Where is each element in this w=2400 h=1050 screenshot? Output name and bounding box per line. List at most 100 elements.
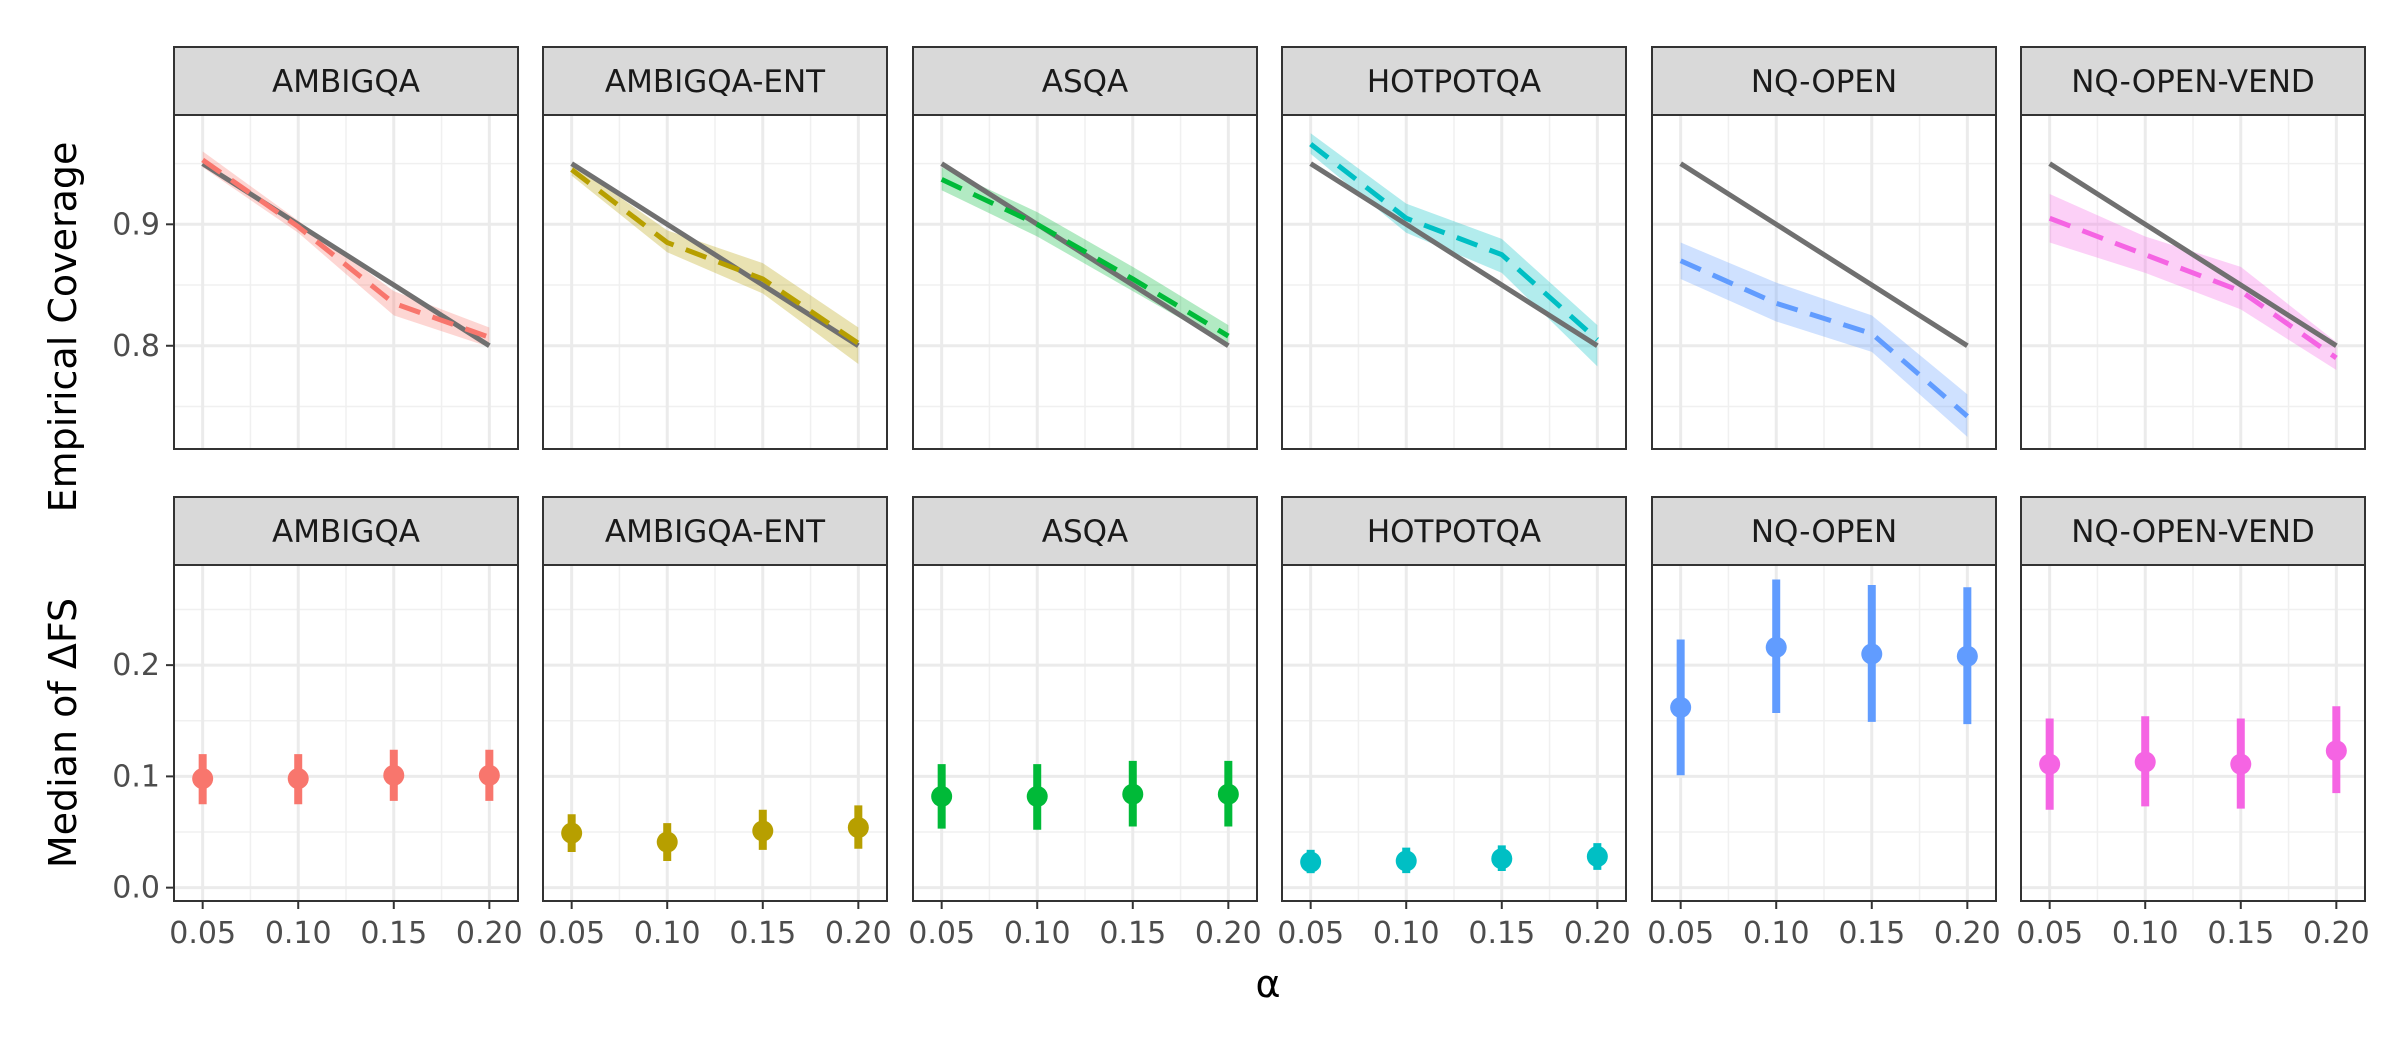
median-point	[287, 768, 309, 790]
median-point	[1956, 645, 1978, 667]
x-tick-label: 0.10	[1373, 916, 1440, 951]
x-tick-label: 0.20	[456, 916, 523, 951]
median-point	[752, 820, 774, 842]
median-point	[2134, 751, 2156, 773]
median-point	[1670, 696, 1692, 718]
delta-fs-panel-nq-open-vend: NQ-OPEN-VEND 0.05 0.10 0.15 0.20	[2016, 496, 2370, 951]
median-point	[478, 764, 500, 786]
x-tick-label: 0.10	[634, 916, 701, 951]
x-axis-title: α	[1255, 962, 1280, 1006]
x-tick-label: 0.15	[2207, 916, 2274, 951]
x-tick-label: 0.10	[1004, 916, 1071, 951]
reference-line	[1309, 161, 1599, 348]
coverage-line	[570, 167, 860, 346]
coverage-panel-nq-open-vend: NQ-OPEN-VEND	[2020, 46, 2366, 450]
coverage-panel-asqa: ASQA	[912, 46, 1258, 450]
median-point	[1217, 783, 1239, 805]
x-tick-label: 0.20	[1934, 916, 2001, 951]
facet-strip	[1281, 46, 1627, 116]
reference-line	[940, 161, 1230, 348]
x-tick-label: 0.10	[1743, 916, 1810, 951]
median-point	[847, 817, 869, 839]
delta-fs-panel-hotpotqa: HOTPOTQA 0.05 0.10 0.15 0.20	[1277, 496, 1631, 951]
delta-fs-panel-asqa: ASQA 0.05 0.10 0.15 0.20	[908, 496, 1262, 951]
facet-strip	[2020, 46, 2366, 116]
median-point	[1765, 636, 1787, 658]
median-point	[1586, 845, 1608, 867]
x-tick-label: 0.20	[1564, 916, 1631, 951]
x-tick-label: 0.05	[169, 916, 236, 951]
facet-label: NQ-OPEN-VEND	[2071, 64, 2315, 100]
reference-line	[2048, 161, 2338, 348]
median-point	[931, 785, 953, 807]
y-tick-label: 0.2	[112, 648, 160, 683]
facet-strip	[912, 46, 1258, 116]
reference-line	[201, 161, 491, 348]
y-tick-label: 0.8	[112, 329, 160, 364]
y-tick-label: 0.9	[112, 207, 160, 242]
median-point	[1395, 850, 1417, 872]
facet-label: AMBIGQA-ENT	[605, 514, 826, 550]
delta-fs-panel-ambigqa-ent: AMBIGQA-ENT 0.05 0.10 0.15 0.20	[538, 496, 892, 951]
facet-label: ASQA	[1042, 514, 1129, 550]
x-tick-label: 0.15	[1838, 916, 1905, 951]
coverage-line	[1309, 142, 1599, 342]
x-tick-label: 0.05	[1647, 916, 1714, 951]
coverage-line	[1679, 258, 1969, 419]
confidence-band	[571, 163, 859, 364]
x-tick-label: 0.15	[360, 916, 427, 951]
x-tick-label: 0.10	[2112, 916, 2179, 951]
median-point	[2039, 753, 2061, 775]
coverage-line	[2048, 215, 2338, 360]
facet-strip	[1651, 46, 1997, 116]
y-tick-label: 0.0	[112, 871, 160, 906]
median-point	[2325, 740, 2347, 762]
coverage-line	[940, 177, 1230, 339]
facet-label: NQ-OPEN-VEND	[2071, 514, 2315, 550]
facet-strip	[173, 46, 519, 116]
median-point	[1861, 643, 1883, 665]
x-tick-label: 0.20	[2303, 916, 2370, 951]
median-point	[656, 831, 678, 853]
median-point	[561, 822, 583, 844]
facet-label: AMBIGQA	[272, 64, 420, 100]
coverage-y-axis-title: Empirical Coverage	[41, 142, 85, 513]
median-point	[192, 768, 214, 790]
confidence-band	[1310, 133, 1598, 367]
x-tick-label: 0.20	[1195, 916, 1262, 951]
x-tick-label: 0.05	[2016, 916, 2083, 951]
facet-strip	[2020, 496, 2366, 566]
y-tick-label: 0.1	[112, 759, 160, 794]
facet-strip	[1281, 496, 1627, 566]
coverage-panel-ambigqa-ent: AMBIGQA-ENT	[542, 46, 888, 450]
facet-label: AMBIGQA-ENT	[605, 64, 826, 100]
x-tick-label: 0.15	[1468, 916, 1535, 951]
facet-label: NQ-OPEN	[1751, 514, 1897, 550]
reference-line	[1679, 161, 1969, 348]
median-point	[383, 764, 405, 786]
facet-strip	[912, 496, 1258, 566]
facet-strip	[542, 46, 888, 116]
facet-strip	[1651, 496, 1997, 566]
coverage-panel-ambigqa: AMBIGQA 0.8 0.9	[112, 46, 519, 450]
x-tick-label: 0.05	[538, 916, 605, 951]
reference-line	[570, 161, 860, 348]
coverage-panel-hotpotqa: HOTPOTQA	[1281, 46, 1627, 450]
facet-label: AMBIGQA	[272, 514, 420, 550]
facet-strip	[173, 496, 519, 566]
x-tick-label: 0.15	[729, 916, 796, 951]
x-tick-label: 0.15	[1099, 916, 1166, 951]
facet-label: HOTPOTQA	[1367, 514, 1541, 550]
x-tick-label: 0.20	[825, 916, 892, 951]
delta-fs-panel-ambigqa: AMBIGQA 0.0 0.1 0.2 0.05 0.10 0.15 0.20	[112, 496, 523, 951]
confidence-band	[2049, 193, 2337, 371]
x-tick-label: 0.10	[265, 916, 332, 951]
x-tick-label: 0.05	[1277, 916, 1344, 951]
x-tick-label: 0.05	[908, 916, 975, 951]
median-point	[1491, 848, 1513, 870]
facet-label: HOTPOTQA	[1367, 64, 1541, 100]
delta-fs-y-axis-title: Median of ΔFS	[41, 598, 85, 868]
facet-label: ASQA	[1042, 64, 1129, 100]
median-point	[1122, 783, 1144, 805]
